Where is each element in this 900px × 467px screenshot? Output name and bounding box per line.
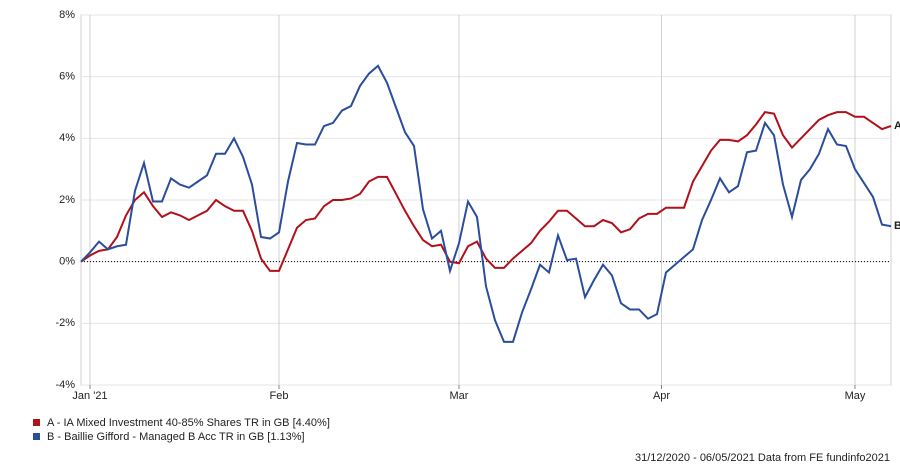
y-tick-label: 6% <box>59 71 75 83</box>
footnote: 31/12/2020 - 06/05/2021 Data from FE fun… <box>635 452 890 464</box>
y-tick-label: 8% <box>59 9 75 21</box>
y-tick-label: 2% <box>59 194 75 206</box>
y-tick-label: 4% <box>59 132 75 144</box>
x-tick-label: May <box>845 390 866 402</box>
legend-swatch <box>33 419 40 426</box>
legend-label: B - Baillie Gifford - Managed B Acc TR i… <box>47 431 305 443</box>
x-tick-label: Mar <box>450 390 469 402</box>
series-line <box>80 64 892 343</box>
x-tick-label: Jan '21 <box>72 390 107 402</box>
series-line <box>80 111 892 272</box>
y-tick-label: -4% <box>55 379 75 391</box>
y-tick-label: 0% <box>59 256 75 268</box>
x-tick-label: Feb <box>270 390 289 402</box>
end-label: B <box>894 220 900 232</box>
x-tick-label: Apr <box>653 390 670 402</box>
legend-label: A - IA Mixed Investment 40-85% Shares TR… <box>47 417 330 429</box>
y-tick-label: -2% <box>55 317 75 329</box>
legend-swatch <box>33 433 40 440</box>
end-label: A <box>894 120 900 132</box>
